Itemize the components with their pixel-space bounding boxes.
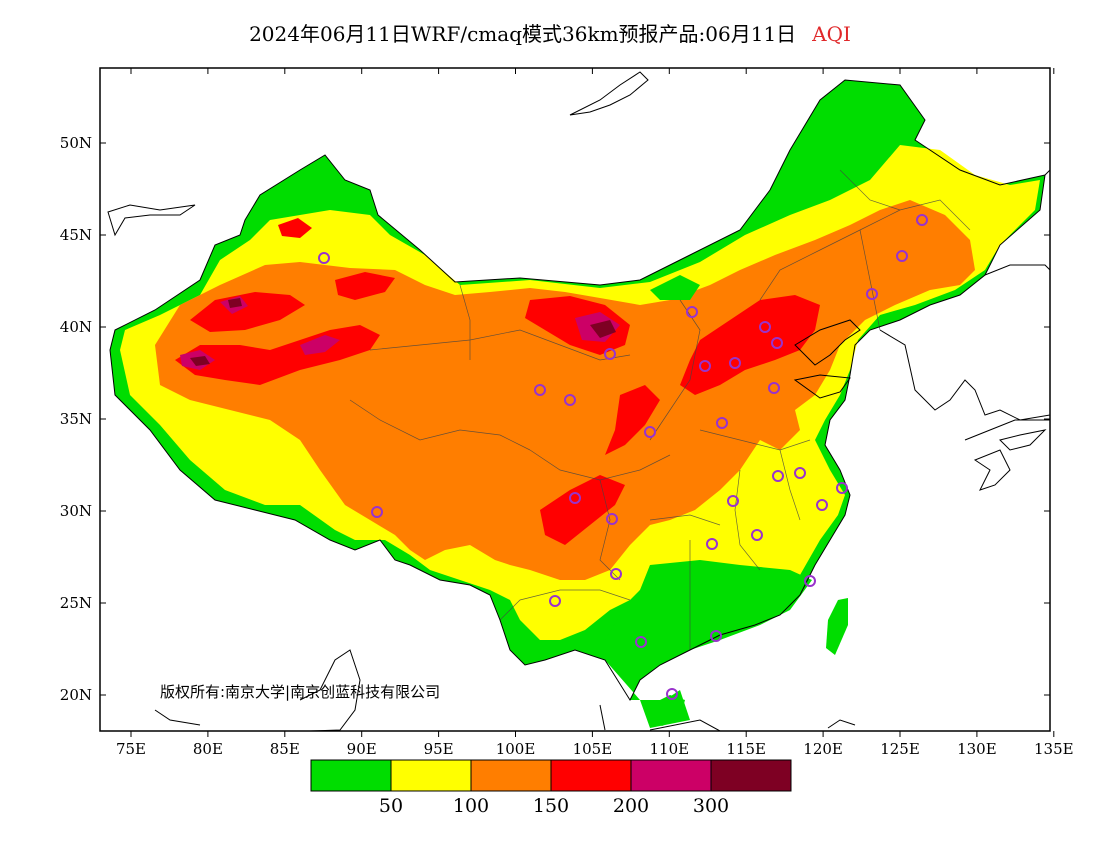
legend-label: 50: [379, 795, 403, 817]
city-marker-icon: [569, 492, 581, 504]
city-markers: [318, 214, 928, 700]
aqi-region-unhealthy-sichuan: [540, 475, 625, 545]
city-marker-icon: [371, 506, 383, 518]
aqi-region-very-unhealthy-2: [300, 335, 340, 355]
title-variable: AQI: [812, 22, 851, 46]
y-tick-label: 20N: [60, 686, 92, 704]
city-marker-icon: [751, 529, 763, 541]
city-marker-icon: [635, 636, 647, 648]
x-axis: 75E 80E 85E 90E 95E 100E 105E 110E 115E 120E 125E 1…: [116, 68, 1074, 758]
x-tick-label: 105E: [573, 740, 613, 758]
y-tick-label: 25N: [60, 594, 92, 612]
x-tick-label: 130E: [957, 740, 997, 758]
legend-label: 100: [453, 795, 489, 817]
y-tick-label: 40N: [60, 318, 92, 336]
city-marker-icon: [771, 337, 783, 349]
aqi-region-hainan: [648, 695, 685, 726]
x-tick-label: 135E: [1034, 740, 1074, 758]
aqi-region-unhealthy-dzungaria: [278, 218, 312, 238]
city-marker-icon: [804, 575, 816, 587]
x-tick-label: 100E: [496, 740, 536, 758]
x-tick-label: 80E: [193, 740, 223, 758]
legend-label: 200: [613, 795, 649, 817]
x-tick-label: 120E: [803, 740, 843, 758]
x-tick-label: 115E: [726, 740, 766, 758]
aqi-region-good-ne: [650, 275, 700, 300]
city-marker-icon: [666, 688, 678, 700]
city-marker-icon: [816, 499, 828, 511]
y-axis: 20N 25N 30N 35N 40N 45N 50N: [60, 134, 1050, 704]
x-tick-label: 85E: [270, 740, 300, 758]
city-marker-icon: [759, 321, 771, 333]
coastlines: [107, 71, 1050, 731]
x-tick-label: 110E: [650, 740, 690, 758]
city-marker-icon: [610, 568, 622, 580]
aqi-region-hazardous-3: [228, 298, 242, 308]
city-marker-icon: [710, 630, 722, 642]
aqi-region-unhealthy-west2: [190, 292, 305, 332]
city-marker-icon: [549, 595, 561, 607]
city-marker-icon: [729, 357, 741, 369]
plot-frame: [99, 67, 1051, 732]
city-marker-icon: [699, 360, 711, 372]
city-marker-icon: [727, 495, 739, 507]
map-title: 2024年06月11日WRF/cmaq模式36km预报产品:06月11日 AQI: [0, 18, 1100, 47]
city-marker-icon: [644, 426, 656, 438]
country-outline: [109, 79, 1046, 702]
legend-swatch: [630, 759, 712, 792]
aqi-region-unhealthy-ncp: [680, 295, 820, 395]
city-marker-icon: [716, 417, 728, 429]
y-tick-label: 35N: [60, 410, 92, 428]
city-marker-icon: [534, 384, 546, 396]
city-marker-icon: [686, 306, 698, 318]
legend-swatch: [390, 759, 472, 792]
city-marker-icon: [866, 288, 878, 300]
x-tick-label: 125E: [880, 740, 920, 758]
city-marker-icon: [836, 482, 848, 494]
x-tick-label: 90E: [347, 740, 377, 758]
y-tick-label: 50N: [60, 134, 92, 152]
legend-swatch: [470, 759, 552, 792]
city-marker-icon: [318, 252, 330, 264]
city-marker-icon: [768, 382, 780, 394]
province-borders: [349, 169, 971, 650]
aqi-region-hazardous-2: [590, 320, 616, 338]
city-marker-icon: [706, 538, 718, 550]
y-tick-label: 30N: [60, 502, 92, 520]
legend-swatch: [550, 759, 632, 792]
y-tick-label: 45N: [60, 226, 92, 244]
color-legend: 50 100 150 200 300: [310, 759, 792, 817]
x-tick-label: 95E: [424, 740, 454, 758]
title-main: 2024年06月11日WRF/cmaq模式36km预报产品:06月11日: [249, 22, 797, 46]
aqi-region-hazardous-1: [190, 356, 210, 366]
city-marker-icon: [794, 467, 806, 479]
aqi-region-taiwan: [826, 598, 848, 655]
aqi-region-good-south: [605, 560, 812, 665]
legend-label: 300: [693, 795, 729, 817]
city-marker-icon: [604, 348, 616, 360]
city-marker-icon: [564, 394, 576, 406]
city-marker-icon: [606, 513, 618, 525]
city-marker-icon: [896, 250, 908, 262]
city-marker-icon: [772, 470, 784, 482]
legend-label: 150: [533, 795, 569, 817]
x-tick-label: 75E: [116, 740, 146, 758]
legend-swatch: [310, 759, 392, 792]
aqi-region-unhealthy-shaanxi: [605, 385, 660, 455]
city-marker-icon: [916, 214, 928, 226]
copyright-text: 版权所有:南京大学|南京创蓝科技有限公司: [160, 683, 440, 701]
legend-swatch: [710, 759, 792, 792]
aqi-region-unhealthy-west3: [335, 272, 395, 300]
